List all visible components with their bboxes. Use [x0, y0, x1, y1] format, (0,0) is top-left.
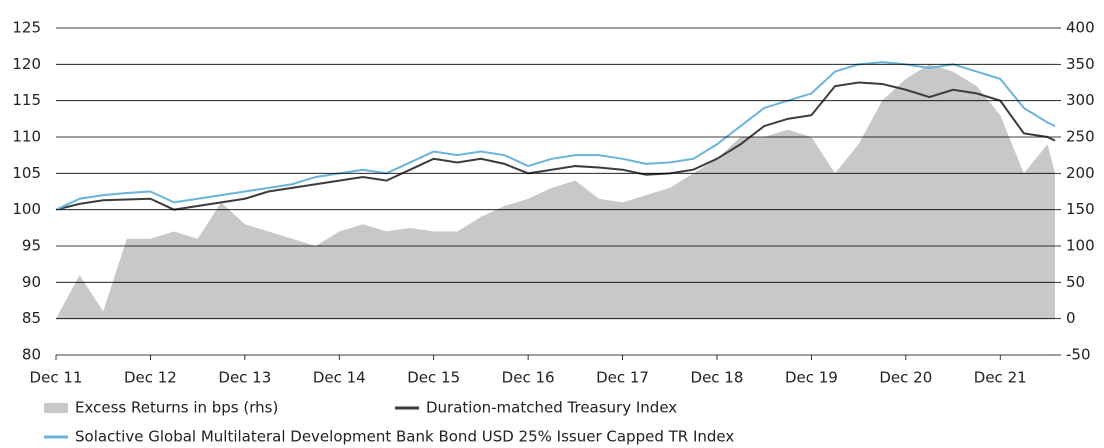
y-tick-label: 95 — [22, 237, 41, 255]
y-tick-label: 100 — [12, 200, 41, 218]
x-tick-label: Dec 19 — [785, 369, 838, 387]
y2-tick-label: 50 — [1066, 273, 1085, 291]
y2-tick-label: 200 — [1066, 164, 1095, 182]
y-tick-label: 125 — [12, 19, 41, 37]
y2-tick-label: 100 — [1066, 237, 1095, 255]
x-tick-label: Dec 17 — [596, 369, 649, 387]
x-tick-label: Dec 18 — [691, 369, 744, 387]
legend-label: Excess Returns in bps (rhs) — [75, 399, 278, 417]
y2-tick-label: 250 — [1066, 128, 1095, 146]
y2-tick-label: 0 — [1066, 309, 1076, 327]
x-tick-label: Dec 20 — [879, 369, 932, 387]
y-tick-label: 105 — [12, 164, 41, 182]
legend-label: Solactive Global Multilateral Developmen… — [75, 428, 734, 446]
x-tick-label: Dec 21 — [974, 369, 1027, 387]
legend-swatch — [44, 403, 68, 413]
y-tick-label: 110 — [12, 128, 41, 146]
area — [56, 64, 1055, 319]
x-tick-label: Dec 15 — [407, 369, 460, 387]
x-tick-label: Dec 13 — [218, 369, 271, 387]
y2-tick-label: 350 — [1066, 55, 1095, 73]
y-tick-label: 80 — [22, 346, 41, 364]
y-tick-label: 85 — [22, 309, 41, 327]
y-tick-label: 120 — [12, 55, 41, 73]
legend-label: Duration-matched Treasury Index — [426, 399, 677, 417]
x-tick-label: Dec 14 — [313, 369, 366, 387]
x-tick-label: Dec 12 — [124, 369, 177, 387]
x-tick-label: Dec 11 — [30, 369, 83, 387]
y2-tick-label: 300 — [1066, 91, 1095, 109]
x-tick-label: Dec 16 — [502, 369, 555, 387]
line — [55, 81, 1056, 211]
y2-tick-label: -50 — [1066, 346, 1091, 364]
y2-tick-label: 150 — [1066, 200, 1095, 218]
y-tick-label: 90 — [22, 273, 41, 291]
y2-tick-label: 400 — [1066, 19, 1095, 37]
y-tick-label: 115 — [12, 91, 41, 109]
